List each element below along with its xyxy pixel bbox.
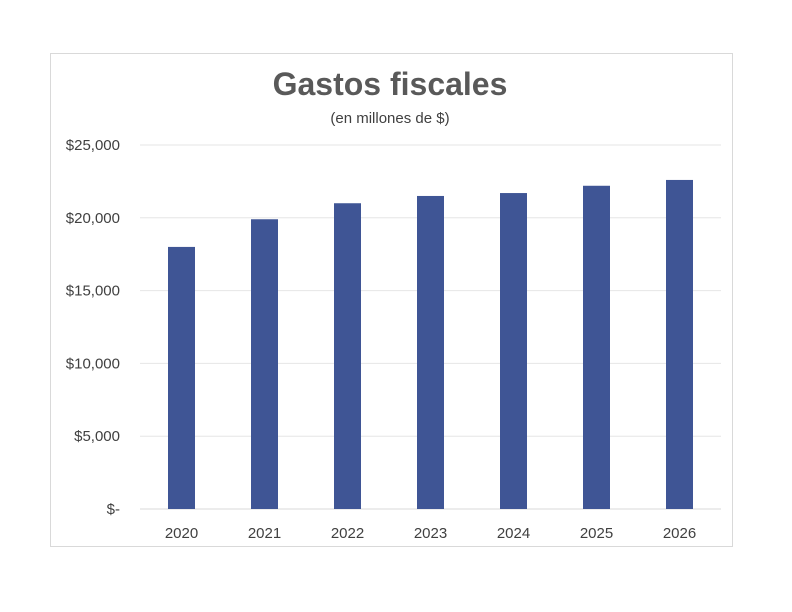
- y-axis: $- $5,000 $10,000 $15,000 $20,000 $25,000: [66, 137, 120, 518]
- x-tick-label: 2021: [248, 525, 281, 542]
- x-axis: 2020 2021 2022 2023 2024 2025 2026: [165, 525, 696, 542]
- bar-2023: [417, 195, 444, 509]
- chart-subtitle: (en millones de $): [330, 110, 449, 127]
- chart-title: Gastos fiscales: [273, 66, 508, 102]
- chart-frame: [50, 53, 733, 547]
- bar-2020: [168, 246, 195, 510]
- x-tick-label: 2025: [580, 525, 613, 542]
- y-tick-label: $15,000: [66, 283, 120, 300]
- bars: [168, 179, 693, 510]
- bar-2024: [500, 193, 527, 509]
- y-tick-label: $5,000: [74, 428, 120, 445]
- bar-2025: [583, 185, 610, 509]
- x-tick-label: 2024: [497, 525, 530, 542]
- y-tick-label: $10,000: [66, 355, 120, 372]
- x-tick-label: 2022: [331, 525, 364, 542]
- bar-2022: [334, 203, 361, 510]
- bar-2026: [666, 179, 693, 509]
- y-tick-label: $25,000: [66, 137, 120, 154]
- bar-2021: [251, 219, 278, 510]
- x-tick-label: 2020: [165, 525, 198, 542]
- x-tick-label: 2023: [414, 525, 447, 542]
- y-tick-label: $-: [107, 501, 120, 518]
- y-tick-label: $20,000: [66, 210, 120, 227]
- x-tick-label: 2026: [663, 525, 696, 542]
